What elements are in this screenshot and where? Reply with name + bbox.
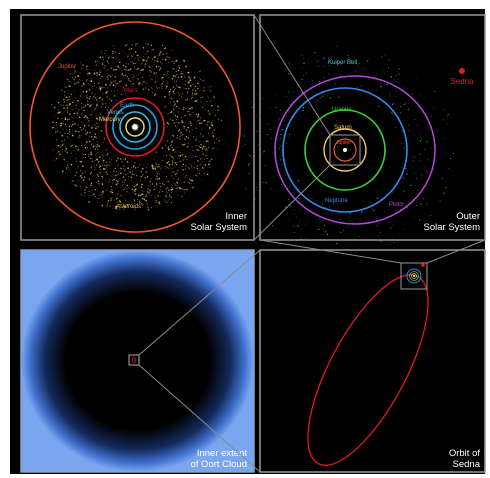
jupiter-orbit-outer xyxy=(333,138,357,162)
earth-orbit xyxy=(112,104,158,150)
oort-caption-line1: Inner extent xyxy=(197,448,248,459)
jupiter-orbit xyxy=(29,21,241,233)
sedna-panel-sedna-dot xyxy=(421,263,425,267)
zoom-connectors xyxy=(138,14,486,473)
oort-mini-sedna-orbit xyxy=(131,356,136,364)
sedna-dot xyxy=(459,68,465,74)
inner-caption-line2: Solar System xyxy=(191,222,248,233)
sedna-caption-line1: Orbit of xyxy=(449,448,481,459)
jupiter-label-outer: Jupiter xyxy=(336,140,351,146)
asteroids-label: Asteroids xyxy=(116,204,141,210)
sun-inner-core xyxy=(133,125,137,129)
sedna-panel-sun xyxy=(413,275,415,277)
connector-oort-bottom xyxy=(138,364,261,473)
neptune-label: Neptune xyxy=(325,198,348,204)
neptune-orbit xyxy=(282,87,408,213)
earth-label: Earth xyxy=(120,103,134,109)
mercury-orbit xyxy=(125,117,145,137)
pluto-label: Pluto xyxy=(389,202,403,208)
uranus-orbit xyxy=(304,109,386,191)
connector-inner-top xyxy=(253,14,331,136)
venus-orbit xyxy=(119,111,151,143)
asteroid-belt xyxy=(51,42,223,214)
jupiter-label: Jupiter xyxy=(58,64,76,70)
mars-orbit xyxy=(105,97,165,157)
sun-outer xyxy=(343,148,347,152)
venus-label: Venus xyxy=(107,110,124,116)
mercury-label: Mercury xyxy=(99,117,121,123)
sedna-orbit-ellipse xyxy=(307,274,429,466)
sedna-panel-neptune-orbit xyxy=(406,268,422,284)
saturn-label: Saturn xyxy=(334,125,352,131)
pluto-orbit xyxy=(274,75,436,225)
sedna-panel-saturn-orbit xyxy=(411,273,417,279)
panel-sedna-orbit: Orbit of Sedna xyxy=(259,249,486,473)
connector-inner-bottom xyxy=(253,164,331,241)
panel-inner-solar-system: Jupiter Mars Earth Venus Mercury Asteroi… xyxy=(20,14,255,241)
kuiper-belt-label: Kuiper Belt xyxy=(328,60,358,66)
connector-outer-right xyxy=(426,239,486,264)
panel-oort-cloud: Inner extent of Oort Cloud xyxy=(20,249,255,473)
outer-caption-line1: Outer xyxy=(456,211,480,222)
panel-outer-solar-system: Kuiper Belt Sedna Uranus Saturn Jupiter … xyxy=(234,14,486,254)
sedna-caption-line2: Sedna xyxy=(453,459,481,470)
connector-oort-top xyxy=(138,249,261,356)
oort-caption-line2: of Oort Cloud xyxy=(191,459,248,470)
mars-label: Mars xyxy=(124,88,137,94)
oort-zoom-box xyxy=(128,354,140,366)
oort-cloud-glow xyxy=(21,250,254,472)
sedna-label: Sedna xyxy=(450,77,474,86)
inner-caption-line1: Inner xyxy=(225,211,247,222)
kuiper-belt xyxy=(234,45,454,254)
saturn-orbit xyxy=(323,128,367,172)
uranus-label: Uranus xyxy=(332,107,351,113)
outer-caption-line2: Solar System xyxy=(424,222,481,233)
connector-outer-left xyxy=(259,239,402,264)
sedna-panel-uranus-orbit xyxy=(409,271,419,281)
inner-region-box xyxy=(329,134,361,166)
sedna-zoom-box xyxy=(400,262,428,290)
